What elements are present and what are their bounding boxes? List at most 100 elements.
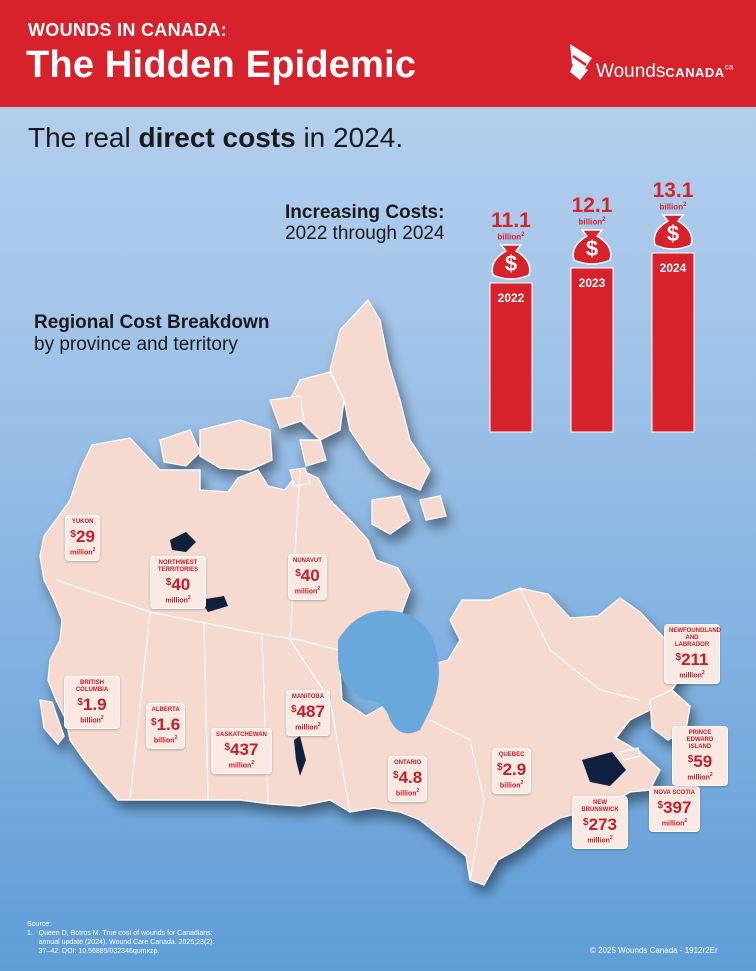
logo-text: WoundsCANADAca <box>596 61 733 83</box>
increasing-costs-title: Increasing Costs: <box>285 202 445 223</box>
source-heading: Source: <box>27 921 52 928</box>
money-bag-icon: $ <box>572 229 612 265</box>
region-unit: million2 <box>165 595 191 605</box>
region-amount: $273 <box>583 815 617 834</box>
arctic-island-baffin <box>329 299 431 491</box>
region-amount: $1.6 <box>151 715 181 734</box>
region-label-british-columbia: BRITISH COLUMBIA $1.9 billion2 <box>64 676 120 730</box>
arctic-island-small1 <box>299 439 327 467</box>
cost-bar-2024 <box>651 252 695 433</box>
bar-value-unit: billion2 <box>659 202 687 212</box>
region-unit: billion2 <box>395 788 420 798</box>
region-label-quebec: QUEBEC $2.9 billion2 <box>492 748 532 795</box>
region-amount: $211 <box>675 650 709 669</box>
arctic-island-banks <box>159 429 201 467</box>
bar-value-label: 13.1 billion2 <box>643 179 703 212</box>
region-name: SASKATCHEWAN <box>216 732 267 738</box>
subtitle-pre: The real <box>28 122 139 153</box>
bar-value-number: 12.1 <box>571 194 613 217</box>
source-line-2: annual update (2024). Wound Care Canada.… <box>27 939 215 946</box>
source-line-1: 1. Queen D, Botros M. True cost of wound… <box>27 930 213 937</box>
region-name: NUNAVUT <box>293 558 322 564</box>
vancouver-island <box>39 699 65 745</box>
lake-winnipeg <box>294 736 306 776</box>
money-bag-icon: $ <box>653 214 693 250</box>
region-amount: $4.8 <box>393 768 423 787</box>
bar-year-label: 2024 <box>660 261 687 275</box>
region-name: QUEBEC <box>498 752 525 758</box>
region-name: BRITISH COLUMBIA <box>75 680 109 693</box>
region-label-nunavut: NUNAVUT $40 million2 <box>288 554 327 601</box>
bar-value-label: 11.1 billion2 <box>481 210 541 242</box>
hudson-bay <box>338 610 439 734</box>
region-amount: $487 <box>291 702 325 721</box>
region-unit: billion2 <box>153 735 178 745</box>
region-unit: million2 <box>661 818 688 828</box>
bar-value-unit: billion2 <box>578 217 606 227</box>
bar-year-label: 2022 <box>498 291 525 305</box>
wounds-canada-logo-icon <box>570 44 592 80</box>
arctic-island-southampton <box>371 495 411 535</box>
region-label-yukon: YUKON $29 million2 <box>65 515 101 562</box>
region-unit: million2 <box>70 547 96 557</box>
arctic-island-small2 <box>419 495 447 521</box>
region-amount: $29 <box>70 527 95 546</box>
region-unit: million2 <box>228 760 255 770</box>
region-unit: million2 <box>295 722 321 732</box>
region-amount: $40 <box>165 575 191 594</box>
region-amount: $397 <box>657 798 692 817</box>
copyright: © 2025 Wounds Canada - 1912r2Er <box>590 946 718 955</box>
region-unit: billion2 <box>80 715 104 725</box>
header-kicker: WOUNDS IN CANADA: <box>28 20 228 40</box>
region-label-nova-scotia: NOVA SCOTIA $397 million2 <box>649 786 701 833</box>
cost-bar-2022 <box>489 282 533 433</box>
region-name: ALBERTA <box>151 707 180 713</box>
region-label-prince-edward-island: PRINCE EDWARD ISLAND $59 million2 <box>672 726 728 787</box>
region-amount: $2.9 <box>497 760 527 779</box>
logo-word-canada: CANADA <box>665 65 725 80</box>
source-line-3: 37–42. DOI: 10.56885/032346qumxzp. <box>27 948 160 955</box>
region-label-new-brunswick: NEW BRUNSWICK $273 million2 <box>572 796 628 850</box>
region-label-alberta: ALBERTA $1.6 billion2 <box>146 703 186 750</box>
regional-title: Regional Cost Breakdown <box>34 312 270 333</box>
great-slave-lake <box>200 596 228 612</box>
logo-word: Wounds <box>596 61 666 82</box>
svg-text:$: $ <box>586 236 598 261</box>
region-unit: billion2 <box>499 780 524 790</box>
bar-value-label: 12.1 billion2 <box>562 194 622 227</box>
region-label-ontario: ONTARIO $4.8 billion2 <box>388 756 428 803</box>
arctic-island-victoria <box>199 419 273 471</box>
region-name: NORTHWEST TERRITORIES <box>157 560 199 573</box>
great-bear-lake <box>170 532 196 552</box>
pei-island <box>619 747 641 761</box>
region-amount: $437 <box>224 740 259 759</box>
money-bag-icon: $ <box>491 244 531 280</box>
region-unit: million2 <box>679 670 705 680</box>
region-name: ONTARIO <box>393 760 422 766</box>
region-label-saskatchewan: SASKATCHEWAN $437 million2 <box>211 728 272 775</box>
bar-year-label: 2023 <box>579 276 606 290</box>
region-unit: million2 <box>587 835 613 845</box>
region-label-northwest-territories: NORTHWEST TERRITORIES $40 million2 <box>150 556 206 610</box>
subtitle-bold: direct costs <box>138 122 296 153</box>
increasing-costs-subtitle: 2022 through 2024 <box>285 223 445 244</box>
region-name: NEW BRUNSWICK <box>581 800 619 813</box>
logo-sup: ca <box>724 62 734 72</box>
region-name: PRINCE EDWARD ISLAND <box>686 730 714 750</box>
region-name: YUKON <box>71 519 94 525</box>
region-name: MANITOBA <box>291 694 325 700</box>
region-label-manitoba: MANITOBA $487 million2 <box>286 690 330 737</box>
wounds-canada-logo: WoundsCANADAca <box>566 42 736 82</box>
gulf-st-lawrence <box>582 752 626 786</box>
region-amount: $59 <box>687 752 713 771</box>
source-note: Source: 1. Queen D, Botros M. True cost … <box>27 920 214 956</box>
bar-value-number: 13.1 <box>652 179 694 202</box>
subtitle-post: in 2024. <box>295 122 404 153</box>
page-title: The Hidden Epidemic <box>26 44 417 86</box>
region-name: NOVA SCOTIA <box>654 790 696 796</box>
region-name: NEWFOUNDLAND AND LABRADOR <box>669 628 721 648</box>
subtitle: The real direct costs in 2024. <box>28 122 403 154</box>
arctic-island-devon <box>269 395 305 429</box>
cost-bar-2023 <box>570 267 614 433</box>
